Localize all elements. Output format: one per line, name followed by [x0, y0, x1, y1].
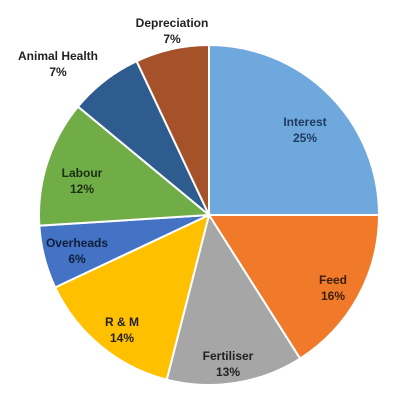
- slice-name-depreciation: Depreciation: [136, 16, 209, 30]
- slice-label-fertiliser: Fertiliser 13%: [203, 349, 254, 379]
- slice-percent-fertiliser: 13%: [216, 365, 240, 379]
- slice-percent-r-m: 14%: [110, 331, 134, 345]
- slice-percent-overheads: 6%: [68, 252, 86, 266]
- pie-slice-labour: [38, 105, 212, 227]
- slice-name-animal-health: Animal Health: [18, 49, 98, 63]
- pie-slice-fertiliser: [165, 212, 302, 387]
- slice-percent-depreciation: 7%: [163, 32, 181, 46]
- slice-name-labour: Labour: [62, 166, 103, 180]
- slice-percent-animal-health: 7%: [49, 65, 67, 79]
- slice-percent-interest: 25%: [293, 131, 317, 145]
- slice-label-feed: Feed 16%: [319, 273, 347, 303]
- slice-percent-labour: 12%: [70, 182, 94, 196]
- slice-percent-feed: 16%: [321, 289, 345, 303]
- slice-name-r-m: R & M: [105, 315, 139, 329]
- slice-name-feed: Feed: [319, 273, 347, 287]
- slice-label-labour: Labour 12%: [62, 166, 103, 196]
- pie-slice-r-m: [53, 213, 211, 381]
- slice-name-interest: Interest: [283, 115, 326, 129]
- pie-slice-feed: [207, 214, 381, 360]
- slice-label-interest: Interest 25%: [283, 115, 326, 145]
- slice-name-fertiliser: Fertiliser: [203, 349, 254, 363]
- slice-label-depreciation: Depreciation 7%: [136, 16, 209, 46]
- pie-slice-interest: [208, 43, 381, 216]
- slice-name-overheads: Overheads: [46, 236, 108, 250]
- slice-label-animal-health: Animal Health 7%: [18, 49, 98, 79]
- pie-slice-depreciation: [135, 43, 210, 216]
- slice-label-r-m: R & M 14%: [105, 315, 139, 345]
- slice-label-overheads: Overheads 6%: [46, 236, 108, 266]
